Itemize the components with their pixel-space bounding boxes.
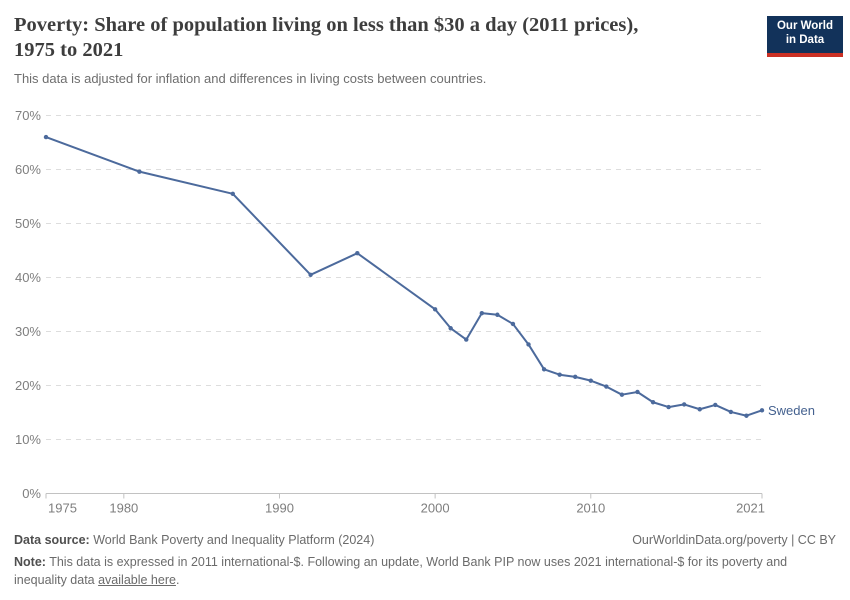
data-point[interactable]: [510, 321, 516, 327]
available-here-link[interactable]: available here: [98, 573, 176, 587]
page-title: Poverty: Share of population living on l…: [14, 13, 750, 63]
license-label: CC BY: [797, 533, 836, 547]
chart-footer: Data source: World Bank Poverty and Ineq…: [14, 531, 836, 589]
data-point[interactable]: [541, 367, 547, 372]
rights: OurWorldinData.org/poverty | CC BY: [632, 531, 836, 549]
y-axis-label: 50%: [15, 216, 41, 231]
x-axis-label: 1990: [265, 501, 294, 516]
data-point[interactable]: [495, 312, 500, 317]
data-point[interactable]: [230, 191, 235, 196]
data-point[interactable]: [744, 413, 749, 418]
data-source-label: Data source:: [14, 533, 90, 547]
note-period: .: [175, 573, 180, 587]
y-axis-label: 40%: [15, 270, 41, 285]
y-axis-label: 10%: [15, 432, 41, 447]
data-point[interactable]: [619, 392, 625, 397]
data-point[interactable]: [479, 310, 485, 316]
note-text: This data is expressed in 2011 internati…: [14, 555, 788, 587]
note: Note: This data is expressed in 2011 int…: [14, 553, 836, 589]
chart-subtitle: This data is adjusted for inflation and …: [14, 71, 487, 86]
title-line-1: Poverty: Share of population living on l…: [14, 14, 639, 36]
note-label: Note:: [14, 555, 46, 569]
x-axis-label: 1980: [109, 501, 138, 516]
x-axis-label: 1975: [48, 501, 77, 516]
trend-line: [45, 136, 763, 417]
series-end-label: Sweden: [768, 403, 815, 418]
owid-logo-line-2: in Data: [785, 34, 825, 46]
data-point[interactable]: [464, 337, 469, 342]
data-point[interactable]: [666, 404, 671, 410]
data-point[interactable]: [604, 384, 609, 389]
data-point[interactable]: [759, 408, 765, 413]
data-point[interactable]: [557, 372, 562, 377]
owid-logo-line-1: Our World: [776, 20, 833, 32]
data-point[interactable]: [588, 378, 593, 383]
y-axis-label: 0%: [22, 486, 41, 501]
title-line-2: 1975 to 2021: [14, 39, 124, 61]
x-axis-label: 2000: [421, 501, 450, 516]
data-point[interactable]: [448, 326, 453, 331]
x-axis-label: 2021: [736, 501, 765, 516]
data-point[interactable]: [681, 402, 687, 407]
data-point[interactable]: [526, 342, 531, 347]
owid-url-link[interactable]: OurWorldinData.org/poverty: [632, 533, 788, 547]
data-source-text: World Bank Poverty and Inequality Platfo…: [93, 533, 375, 547]
data-point[interactable]: [355, 251, 360, 256]
rights-separator: |: [787, 533, 798, 547]
data-point[interactable]: [573, 374, 578, 380]
owid-logo[interactable]: Our World in Data: [767, 16, 843, 57]
x-axis-label: 2010: [576, 501, 605, 516]
data-point[interactable]: [650, 400, 656, 405]
y-axis-label: 20%: [15, 378, 41, 393]
data-point[interactable]: [713, 402, 718, 408]
owid-logo-red-bar: [767, 53, 843, 57]
y-axis-label: 30%: [15, 324, 41, 339]
y-axis-label: 70%: [15, 108, 41, 123]
data-point[interactable]: [635, 389, 640, 395]
data-point[interactable]: [308, 272, 313, 277]
y-axis-label: 60%: [15, 162, 41, 177]
chart-header: Poverty: Share of population living on l…: [14, 13, 750, 87]
data-point[interactable]: [43, 134, 49, 140]
data-point[interactable]: [728, 409, 734, 415]
data-point[interactable]: [432, 307, 438, 312]
source-row: Data source: World Bank Poverty and Ineq…: [14, 531, 836, 549]
data-source: Data source: World Bank Poverty and Ineq…: [14, 531, 374, 549]
data-point[interactable]: [137, 169, 142, 174]
data-point[interactable]: [697, 407, 702, 412]
